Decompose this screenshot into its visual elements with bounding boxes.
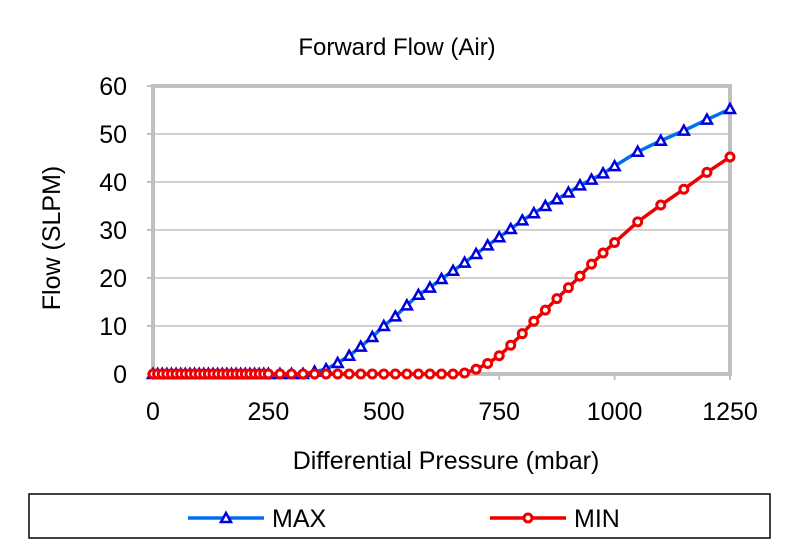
data-point-max (492, 229, 507, 243)
data-point-max (399, 297, 415, 311)
data-point-min (539, 304, 551, 316)
data-point-min (343, 368, 355, 380)
data-point-max (549, 191, 565, 205)
legend: MAX MIN (188, 505, 620, 533)
data-point-max (388, 308, 403, 322)
y-tick-label: 40 (99, 169, 127, 197)
data-point-max (342, 348, 357, 362)
legend-marker-min (522, 512, 534, 524)
data-point-min (274, 368, 286, 380)
data-point-max (503, 221, 518, 235)
data-point-min (655, 199, 667, 211)
y-axis-ticks: 0 10 20 30 40 50 60 (99, 73, 153, 389)
data-point-max (434, 271, 449, 285)
data-point-max (607, 158, 622, 172)
data-point-min (562, 282, 574, 294)
data-point-max (572, 177, 588, 191)
data-point-min (355, 368, 367, 380)
data-point-max (653, 133, 668, 146)
data-point-min (424, 368, 436, 380)
data-point-min (482, 357, 494, 369)
data-point-min (436, 368, 447, 380)
series-line-min (153, 155, 731, 376)
gridlines (153, 85, 730, 375)
data-point-min (285, 368, 297, 380)
data-point-min (609, 236, 621, 248)
data-point-min (389, 368, 401, 380)
data-point-min (516, 328, 528, 340)
data-point-min (332, 368, 344, 380)
data-point-max (376, 318, 391, 332)
data-point-min (678, 183, 690, 195)
data-point-max (699, 112, 715, 125)
data-point-min (701, 166, 713, 178)
data-point-max (595, 165, 611, 179)
data-point-min (470, 363, 482, 375)
data-point-min (528, 315, 540, 327)
legend-label-max: MAX (272, 505, 327, 533)
data-point-max (526, 205, 541, 219)
data-point-min (401, 368, 413, 380)
legend-marker-max (218, 510, 234, 524)
data-point-min (447, 368, 459, 380)
x-tick-label: 250 (248, 398, 290, 426)
data-point-min (551, 293, 563, 305)
data-point-max (480, 237, 495, 251)
y-axis-label: Flow (SLPM) (38, 166, 66, 310)
x-axis-ticks: 0 250 500 750 1000 1250 (146, 374, 758, 426)
x-tick-label: 0 (146, 398, 160, 426)
data-point-min (493, 350, 505, 362)
data-point-max (445, 263, 461, 277)
series-line-max (153, 107, 731, 376)
x-axis-label: Differential Pressure (mbar) (293, 447, 600, 475)
chart-title: Forward Flow (Air) (298, 34, 495, 61)
data-point-min (309, 368, 321, 380)
data-point-max (411, 287, 426, 301)
data-point-min (378, 368, 390, 380)
data-point-min (297, 368, 309, 380)
data-point-min (632, 216, 644, 228)
data-point-max (515, 212, 530, 226)
legend-box (28, 493, 771, 539)
series-min (147, 151, 736, 380)
series-max (145, 101, 738, 380)
data-point-max (468, 246, 484, 260)
data-point-max (584, 172, 599, 185)
x-tick-label: 1000 (587, 398, 643, 426)
x-tick-label: 1250 (702, 398, 758, 426)
data-point-min (366, 368, 378, 380)
y-tick-label: 20 (99, 265, 127, 293)
y-tick-label: 10 (99, 313, 127, 341)
data-point-min (597, 247, 609, 259)
y-tick-label: 30 (99, 217, 127, 245)
y-tick-label: 60 (99, 73, 127, 101)
data-point-min (412, 368, 424, 380)
x-tick-label: 500 (363, 398, 405, 426)
data-point-min (505, 339, 517, 351)
data-point-min (262, 368, 274, 380)
y-tick-label: 0 (113, 361, 127, 389)
data-point-min (459, 367, 471, 379)
data-point-min (574, 270, 586, 282)
series-group (145, 101, 738, 380)
data-point-max (365, 329, 380, 343)
y-tick-label: 50 (99, 121, 127, 149)
data-point-max (538, 198, 553, 212)
data-point-max (330, 355, 345, 369)
data-point-max (676, 123, 691, 136)
data-point-max (353, 339, 368, 352)
data-point-max (630, 144, 645, 158)
data-point-min (724, 151, 736, 163)
data-point-max (722, 101, 738, 115)
data-point-max (422, 280, 438, 293)
legend-label-min: MIN (574, 505, 620, 533)
data-point-min (586, 258, 598, 270)
data-point-max (457, 255, 472, 268)
data-point-max (561, 184, 576, 198)
data-point-min (320, 368, 332, 380)
x-tick-label: 750 (478, 398, 520, 426)
